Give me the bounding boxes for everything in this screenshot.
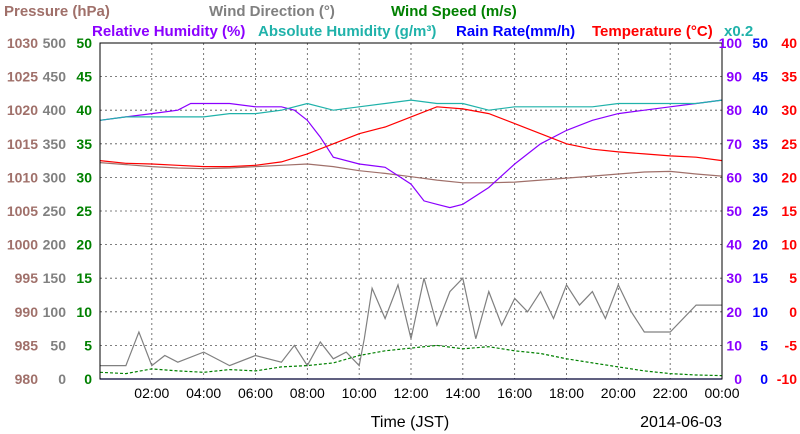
relative-humidity-tick-label: 0 [734,371,742,387]
wind-speed-tick-label: 10 [76,304,92,320]
wind-speed-tick-label: 30 [76,169,92,185]
x-tick-label: 00:00 [704,385,739,401]
rain-rate-tick-label: 40 [752,102,768,118]
grid [100,43,722,379]
series-line-wind-direction [100,276,722,367]
temperature-tick-label: 35 [781,69,797,85]
wind-speed-tick-label: 5 [84,337,92,353]
x-tick-label: 08:00 [290,385,325,401]
pressure-tick-label: 1010 [7,169,38,185]
pressure-tick-label: 980 [15,371,39,387]
temperature-tick-label: -10 [777,371,797,387]
x-tick-label: 18:00 [549,385,584,401]
legend-title: x0.2 [724,23,753,40]
rain-rate-tick-label: 0 [760,371,768,387]
wind-direction-tick-label: 500 [43,35,67,51]
temperature-tick-label: 15 [781,203,797,219]
relative-humidity-tick-label: 80 [726,102,742,118]
pressure-tick-label: 990 [15,304,39,320]
wind-direction-tick-label: 400 [43,102,67,118]
date-label: 2014-06-03 [640,414,722,431]
rain-rate-tick-label: 10 [752,304,768,320]
x-tick-label: 16:00 [497,385,532,401]
legend-title: Temperature (°C) [592,23,713,40]
tick-labels: 1030102510201015101010051000995990985980… [7,35,797,401]
wind-direction-tick-label: 350 [43,136,67,152]
x-tick-label: 10:00 [342,385,377,401]
rain-rate-tick-label: 5 [760,337,768,353]
pressure-tick-label: 1005 [7,203,38,219]
wind-speed-tick-label: 25 [76,203,92,219]
series-line-temperature [99,106,723,168]
legend-title: Wind Speed (m/s) [391,3,517,20]
series-line-relative-humidity [99,99,723,121]
rain-rate-tick-label: 25 [752,203,768,219]
x-axis-label: Time (JST) [371,414,450,431]
wind-direction-tick-label: 250 [43,203,67,219]
rain-rate-tick-label: 45 [752,69,768,85]
wind-speed-tick-label: 0 [84,371,92,387]
temperature-tick-label: 30 [781,102,797,118]
pressure-tick-label: 1025 [7,69,38,85]
pressure-tick-label: 1000 [7,237,38,253]
wind-speed-tick-label: 35 [76,136,92,152]
x-tick-label: 14:00 [445,385,480,401]
x-tick-label: 06:00 [238,385,273,401]
legend-title: Wind Direction (°) [209,3,335,20]
temperature-tick-label: 10 [781,237,797,253]
relative-humidity-tick-label: 10 [726,337,742,353]
pressure-tick-label: 1015 [7,136,38,152]
temperature-tick-label: 25 [781,136,797,152]
legend-title: Rain Rate(mm/h) [456,23,575,40]
wind-direction-tick-label: 200 [43,237,67,253]
relative-humidity-tick-label: 30 [726,270,742,286]
legend-title: Absolute Humidity (g/m³) [258,23,436,40]
rain-rate-tick-label: 35 [752,136,768,152]
wind-direction-tick-label: 450 [43,69,67,85]
wind-direction-tick-label: 300 [43,169,67,185]
pressure-tick-label: 1030 [7,35,38,51]
titles: Pressure (hPa) Wind Direction (°) Wind Spe… [4,3,753,40]
temperature-tick-label: -5 [785,337,798,353]
wind-speed-tick-label: 15 [76,270,92,286]
wind-direction-tick-label: 50 [50,337,66,353]
rain-rate-tick-label: 15 [752,270,768,286]
series-line-pressure [99,162,723,184]
relative-humidity-tick-label: 50 [726,203,742,219]
wind-speed-tick-label: 20 [76,237,92,253]
x-tick-label: 02:00 [134,385,169,401]
temperature-tick-label: 20 [781,169,797,185]
wind-direction-tick-label: 0 [58,371,66,387]
x-tick-label: 22:00 [653,385,688,401]
temperature-tick-label: 5 [789,270,797,286]
relative-humidity-tick-label: 40 [726,237,742,253]
relative-humidity-tick-label: 60 [726,169,742,185]
rain-rate-tick-label: 20 [752,237,768,253]
wind-direction-tick-label: 150 [43,270,67,286]
pressure-tick-label: 985 [15,337,39,353]
temperature-tick-label: 0 [789,304,797,320]
wind-speed-tick-label: 40 [76,102,92,118]
pressure-tick-label: 1020 [7,102,38,118]
relative-humidity-tick-label: 90 [726,69,742,85]
wind-speed-tick-label: 50 [76,35,92,51]
legend-title: Relative Humidity (%) [92,23,245,40]
relative-humidity-tick-label: 100 [719,35,743,51]
wind-speed-tick-label: 45 [76,69,92,85]
rain-rate-tick-label: 50 [752,35,768,51]
x-tick-label: 12:00 [393,385,428,401]
relative-humidity-tick-label: 20 [726,304,742,320]
legend-title: Pressure (hPa) [4,3,110,20]
temperature-tick-label: 40 [781,35,797,51]
x-tick-label: 04:00 [186,385,221,401]
rain-rate-tick-label: 30 [752,169,768,185]
wind-direction-tick-label: 100 [43,304,67,320]
series-line-relative-humidity [99,99,723,209]
pressure-tick-label: 995 [15,270,39,286]
plot-frame [99,42,723,380]
relative-humidity-tick-label: 70 [726,136,742,152]
x-tick-label: 20:00 [601,385,636,401]
